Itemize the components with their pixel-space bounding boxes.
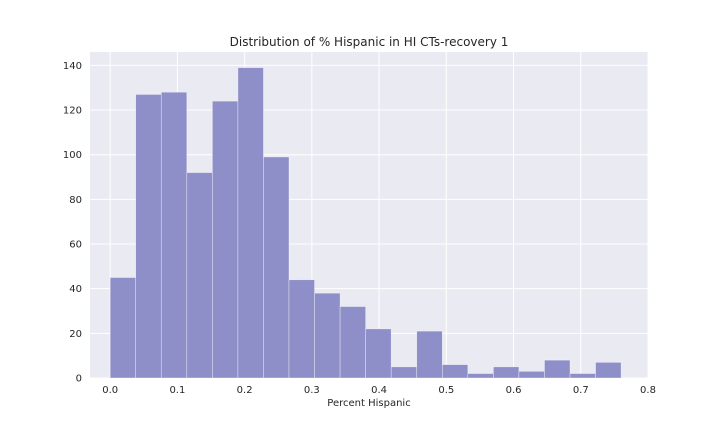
y-tick-label: 120	[63, 106, 82, 117]
chart-title: Distribution of % Hispanic in HI CTs-rec…	[230, 35, 509, 49]
x-tick-label: 0.7	[573, 385, 589, 396]
y-tick-label: 0	[76, 374, 82, 385]
y-tick-label: 40	[69, 284, 82, 295]
histogram-bar	[339, 306, 366, 379]
histogram-bar	[544, 359, 571, 379]
histogram-bar	[365, 328, 392, 379]
histogram-bar	[288, 279, 315, 379]
histogram-bar	[160, 91, 188, 379]
x-tick-labels: 0.0 0.1 0.2 0.3 0.4 0.5 0.6 0.7 0.8	[102, 385, 656, 396]
x-tick-label: 0.6	[506, 385, 522, 396]
histogram-bars	[109, 67, 622, 379]
x-tick-label: 0.3	[304, 385, 320, 396]
histogram-bar	[314, 292, 341, 379]
x-tick-label: 0.4	[371, 385, 387, 396]
histogram-bar	[416, 330, 443, 379]
x-tick-label: 0.8	[640, 385, 656, 396]
y-tick-label: 100	[63, 150, 82, 161]
histogram-bar	[186, 172, 213, 379]
histogram-bar	[441, 364, 469, 379]
x-tick-label: 0.2	[237, 385, 253, 396]
x-tick-label: 0.0	[102, 385, 118, 396]
histogram-bar	[493, 366, 520, 379]
x-tick-label: 0.1	[169, 385, 185, 396]
histogram-bar	[237, 67, 264, 379]
histogram-bar	[518, 371, 545, 379]
y-tick-label: 80	[69, 195, 82, 206]
histogram-bar	[390, 366, 418, 379]
y-tick-label: 20	[69, 329, 82, 340]
histogram-bar	[135, 94, 162, 379]
x-axis-label: Percent Hispanic	[327, 398, 410, 409]
histogram-bar	[467, 373, 494, 379]
histogram-bar	[569, 373, 596, 379]
y-tick-label: 60	[69, 240, 82, 251]
y-tick-label: 140	[63, 61, 82, 72]
histogram-bar	[212, 100, 239, 379]
x-tick-label: 0.5	[438, 385, 454, 396]
y-tick-labels: 0 20 40 60 80 100 120 140	[63, 61, 82, 385]
histogram-bar	[595, 362, 622, 379]
histogram-bar	[109, 277, 137, 379]
histogram-bar	[263, 156, 290, 379]
